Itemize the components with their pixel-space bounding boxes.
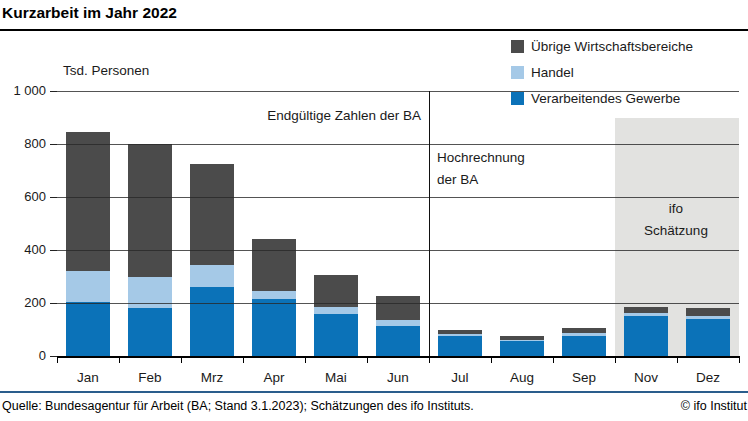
bar-segment-verarbeitendes-gewerbe (686, 319, 730, 356)
bar-segment-handel (314, 307, 358, 314)
chart-figure: Kurzarbeit im Jahr 2022 02004006008001 0… (0, 0, 748, 421)
x-axis-label: Dez (677, 370, 739, 385)
gridline (57, 303, 739, 304)
bar-segment-verarbeitendes-gewerbe (66, 302, 110, 356)
x-axis-tick (739, 358, 740, 363)
bar-segment-handel (624, 313, 668, 316)
bar-segment-handel (252, 291, 296, 299)
legend: Übrige Wirtschaftsbereiche Handel Verarbei… (511, 38, 693, 106)
bar-segment-verarbeitendes-gewerbe (252, 299, 296, 356)
y-axis-tick (50, 91, 57, 92)
x-axis-tick (553, 358, 554, 363)
bar-segment-handel (438, 334, 482, 336)
bar-segment-uebrige-wirtschaftsbereiche (562, 328, 606, 333)
y-axis-tick-label: 1 000 (0, 83, 46, 99)
x-axis-label: Mai (305, 370, 367, 385)
bar-segment-uebrige-wirtschaftsbereiche (252, 239, 296, 291)
annotation-hochrechnung: Hochrechnung der BA (437, 147, 557, 190)
legend-item-handel: Handel (511, 64, 693, 80)
bar-segment-uebrige-wirtschaftsbereiche (376, 296, 420, 320)
legend-label: Handel (531, 65, 574, 80)
bar-segment-handel (686, 316, 730, 319)
y-axis-tick (50, 303, 57, 304)
x-axis-label: Jan (57, 370, 119, 385)
x-axis-tick (491, 358, 492, 363)
x-axis-label: Jun (367, 370, 429, 385)
bar-segment-verarbeitendes-gewerbe (376, 326, 420, 356)
bar-segment-uebrige-wirtschaftsbereiche (686, 308, 730, 315)
bar-segment-verarbeitendes-gewerbe (562, 336, 606, 356)
y-axis-tick-label: 600 (0, 189, 46, 205)
x-axis-tick (181, 358, 182, 363)
x-axis-label: Feb (119, 370, 181, 385)
legend-swatch-verarbeitendes-gewerbe (511, 92, 524, 105)
bar-segment-verarbeitendes-gewerbe (314, 314, 358, 356)
legend-item-verarbeitendes-gewerbe: Verarbeitendes Gewerbe (511, 90, 693, 106)
source-note: Quelle: Bundesagentur für Arbeit (BA; St… (2, 399, 474, 413)
annotation-endgueltige-zahlen: Endgültige Zahlen der BA (267, 108, 421, 123)
x-axis-tick (305, 358, 306, 363)
bar-segment-verarbeitendes-gewerbe (128, 308, 172, 356)
x-axis-label: Apr (243, 370, 305, 385)
legend-swatch-handel (511, 66, 524, 79)
x-axis-tick (429, 358, 430, 363)
bar-segment-handel (500, 340, 544, 342)
bar-segment-verarbeitendes-gewerbe (624, 316, 668, 356)
bar-segment-uebrige-wirtschaftsbereiche (500, 336, 544, 339)
bar-segment-handel (190, 265, 234, 288)
legend-label: Verarbeitendes Gewerbe (531, 91, 680, 106)
x-axis-line (57, 356, 740, 358)
footer-rule (0, 391, 748, 393)
x-axis-tick (615, 358, 616, 363)
x-axis-tick (677, 358, 678, 363)
y-axis-unit-label: Tsd. Personen (63, 63, 149, 78)
x-axis-label: Mrz (181, 370, 243, 385)
bar-segment-verarbeitendes-gewerbe (438, 336, 482, 356)
bar-segment-handel (66, 271, 110, 301)
legend-swatch-uebrige-wirtschaftsbereiche (511, 40, 524, 53)
y-axis-tick-label: 400 (0, 242, 46, 258)
y-axis-tick (50, 144, 57, 145)
bar-segment-verarbeitendes-gewerbe (500, 341, 544, 356)
x-axis-label: Nov (615, 370, 677, 385)
bar-segment-handel (128, 277, 172, 309)
y-axis-tick-label: 800 (0, 136, 46, 152)
x-axis-tick (243, 358, 244, 363)
x-axis-tick (119, 358, 120, 363)
bar-segment-uebrige-wirtschaftsbereiche (624, 307, 668, 313)
bar-segment-handel (376, 320, 420, 325)
bar-segment-uebrige-wirtschaftsbereiche (128, 144, 172, 277)
x-axis-tick (57, 358, 58, 363)
copyright-note: © ifo Institut (681, 399, 747, 413)
y-axis-tick-label: 200 (0, 295, 46, 311)
x-axis-tick (367, 358, 368, 363)
gridline (57, 250, 739, 251)
y-axis-tick (50, 356, 57, 357)
x-axis-label: Sep (553, 370, 615, 385)
y-axis-tick (50, 250, 57, 251)
y-axis-tick-label: 0 (0, 348, 46, 364)
annotation-ifo-schaetzung: ifo Schätzung (613, 198, 739, 243)
bar-segment-verarbeitendes-gewerbe (190, 287, 234, 356)
gridline (57, 144, 739, 145)
x-axis-label: Aug (491, 370, 553, 385)
legend-label: Übrige Wirtschaftsbereiche (531, 39, 693, 54)
bar-segment-uebrige-wirtschaftsbereiche (438, 330, 482, 335)
bar-segment-handel (562, 333, 606, 336)
y-axis-tick (50, 197, 57, 198)
x-axis-label: Jul (429, 370, 491, 385)
segment-divider-line (429, 91, 430, 356)
legend-item-uebrige-wirtschaftsbereiche: Übrige Wirtschaftsbereiche (511, 38, 693, 54)
